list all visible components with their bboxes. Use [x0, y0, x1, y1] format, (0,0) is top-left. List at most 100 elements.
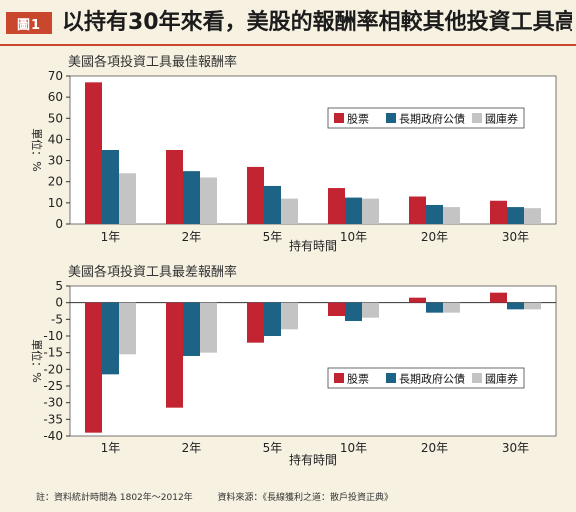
legend-label: 長期政府公債	[399, 372, 465, 386]
legend-swatch-stocks	[334, 113, 344, 123]
bar-bonds	[264, 302, 281, 336]
x-tick-label: 2年	[182, 230, 202, 244]
bar-bills	[443, 207, 460, 224]
figure-header: 圖1 以持有30年來看，美股的報酬率相較其他投資工具高	[0, 0, 576, 42]
y-axis-label: 單位：%	[30, 339, 44, 382]
bar-bonds	[426, 302, 443, 313]
bar-bills	[281, 302, 298, 330]
y-tick-label: -20	[43, 362, 63, 376]
x-tick-label: 30年	[502, 441, 529, 455]
bar-bonds	[183, 171, 200, 224]
legend-swatch-bills	[472, 373, 482, 383]
y-tick-label: 20	[48, 175, 63, 189]
y-tick-label: 30	[48, 154, 63, 168]
legend-swatch-bills	[472, 113, 482, 123]
bar-bonds	[345, 197, 362, 224]
x-tick-label: 20年	[421, 441, 448, 455]
bar-bonds	[345, 302, 362, 321]
y-tick-label: 40	[48, 132, 63, 146]
x-tick-label: 2年	[182, 441, 202, 455]
legend-swatch-bonds	[386, 113, 396, 123]
figure-title: 以持有30年來看，美股的報酬率相較其他投資工具高	[62, 10, 572, 35]
charts-container: 美國各項投資工具最佳報酬率 0 10 20 30 40 50 60 70 單位：% 1年 2年 5年 10…	[0, 46, 576, 494]
bar-stocks	[409, 297, 426, 303]
x-tick-label: 1年	[101, 230, 121, 244]
y-tick-label: 60	[48, 90, 63, 104]
bar-bonds	[102, 150, 119, 224]
legend-label: 國庫券	[485, 372, 518, 386]
y-tick-label: -15	[43, 346, 63, 360]
legend: 股票 長期政府公債 國庫券	[327, 107, 525, 129]
x-tick-label: 30年	[502, 230, 529, 244]
legend-label: 股票	[347, 373, 369, 386]
bar-stocks	[328, 188, 345, 224]
y-tick-label: -35	[43, 412, 63, 426]
x-tick-label: 1年	[101, 441, 121, 455]
y-tick-label: 10	[48, 196, 63, 210]
bar-bonds	[183, 302, 200, 356]
y-tick-label: 50	[48, 111, 63, 125]
chart-best-returns: 美國各項投資工具最佳報酬率 0 10 20 30 40 50 60 70 單位：% 1年 2年 5年 10…	[30, 54, 557, 253]
bar-stocks	[490, 292, 507, 303]
bar-stocks	[409, 196, 426, 224]
y-tick-label: -30	[43, 396, 63, 410]
header-divider	[0, 44, 576, 46]
footnotes: 註：資料統計時間為 1802年～2012年 資料來源：《長線獲利之道：散戶投資正…	[36, 490, 566, 503]
bar-bills	[200, 302, 217, 353]
y-tick-label: 70	[48, 69, 63, 83]
x-tick-label: 5年	[263, 230, 283, 244]
y-tick-label: 0	[55, 296, 63, 310]
bar-bonds	[507, 302, 524, 310]
chart-worst-returns: 美國各項投資工具最差報酬率 5 0 -5 -10 -15 -20 -25 -30 -35 -40 單位…	[30, 264, 557, 467]
bar-stocks	[85, 302, 102, 433]
bar-bills	[524, 208, 541, 224]
y-axis-label: 單位：%	[30, 128, 44, 171]
bar-bonds	[426, 204, 443, 224]
bar-stocks	[85, 82, 102, 224]
legend-label: 國庫券	[485, 112, 518, 126]
y-tick-label: -25	[43, 379, 63, 393]
y-tick-label: 0	[55, 217, 63, 231]
bar-bonds	[102, 302, 119, 375]
bar-stocks	[490, 200, 507, 224]
legend-swatch-bonds	[386, 373, 396, 383]
bar-stocks	[166, 302, 183, 408]
bar-bills	[443, 302, 460, 313]
chart-title: 美國各項投資工具最佳報酬率	[68, 54, 237, 70]
footnote-period: 註：資料統計時間為 1802年～2012年	[36, 493, 193, 503]
x-axis-label: 持有時間	[289, 238, 337, 253]
bar-bills	[362, 302, 379, 318]
x-tick-label: 10年	[340, 441, 367, 455]
x-tick-label: 10年	[340, 230, 367, 244]
plot-area	[69, 75, 557, 225]
legend-swatch-stocks	[334, 373, 344, 383]
bar-stocks	[247, 166, 264, 224]
bar-stocks	[166, 150, 183, 224]
bar-bills	[200, 177, 217, 224]
y-tick-label: -5	[51, 312, 63, 326]
bar-bills	[281, 198, 298, 224]
bar-bills	[119, 173, 136, 224]
y-tick-label: -40	[43, 429, 63, 443]
bar-bills	[119, 302, 136, 355]
footnote-source: 資料來源：《長線獲利之道：散戶投資正典》	[217, 493, 394, 503]
legend-label: 長期政府公債	[399, 112, 465, 126]
bar-bills	[362, 198, 379, 224]
y-tick-label: 5	[55, 279, 63, 293]
bar-stocks	[247, 302, 264, 343]
bar-bonds	[264, 185, 281, 224]
bar-bills	[524, 302, 541, 310]
x-tick-label: 5年	[263, 441, 283, 455]
legend: 股票 長期政府公債 國庫券	[327, 367, 525, 389]
chart-title: 美國各項投資工具最差報酬率	[68, 264, 237, 280]
bar-stocks	[328, 302, 345, 316]
y-tick-label: -10	[43, 329, 63, 343]
x-tick-label: 20年	[421, 230, 448, 244]
plot-area	[69, 285, 557, 437]
bar-bonds	[507, 207, 524, 224]
x-axis-label: 持有時間	[289, 452, 337, 467]
legend-label: 股票	[347, 113, 369, 126]
figure-badge: 圖1	[6, 12, 52, 34]
